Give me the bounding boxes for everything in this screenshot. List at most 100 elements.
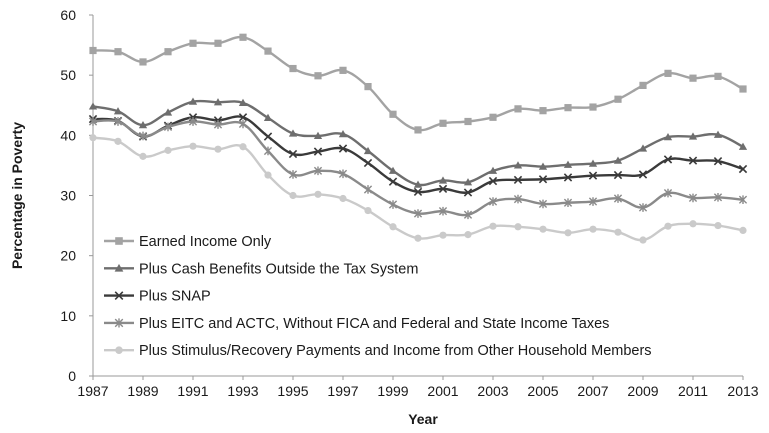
data-point (639, 236, 647, 244)
series-1 (89, 33, 747, 134)
series-2 (88, 97, 748, 188)
data-point (114, 291, 124, 300)
y-tick-labels: 0 10 20 30 40 50 60 (60, 7, 93, 384)
y-tick-label: 0 (68, 368, 76, 384)
data-point (663, 155, 673, 164)
data-point (89, 134, 97, 142)
x-tick-label: 1997 (327, 383, 358, 399)
data-point (438, 184, 448, 194)
data-point (488, 197, 498, 206)
legend-label: Plus EITC and ACTC, Without FICA and Fed… (139, 316, 609, 332)
data-point (664, 222, 672, 230)
x-tick-label: 2003 (477, 383, 508, 399)
data-point (114, 263, 124, 272)
data-point (314, 72, 322, 80)
data-point (364, 82, 372, 91)
legend-label: Plus Stimulus/Recovery Payments and Inco… (139, 343, 652, 359)
data-point (339, 66, 347, 74)
data-point (564, 104, 572, 112)
data-point (115, 346, 123, 355)
data-point (188, 117, 198, 126)
data-point (688, 156, 698, 165)
data-point (138, 131, 148, 141)
y-tick-label: 30 (60, 188, 76, 204)
data-point (439, 119, 447, 127)
data-point (164, 48, 172, 56)
data-point (588, 171, 598, 180)
data-point (714, 72, 722, 80)
data-point (414, 126, 422, 134)
data-point (163, 122, 173, 132)
data-point (189, 39, 197, 47)
data-point (564, 229, 572, 237)
data-point (588, 197, 598, 206)
data-point (513, 175, 523, 185)
data-point (139, 58, 147, 66)
data-point (513, 194, 523, 204)
data-point (438, 206, 448, 216)
data-point (639, 81, 647, 89)
legend-label: Plus SNAP (139, 289, 211, 305)
data-point (638, 170, 648, 179)
x-tick-label: 2009 (627, 383, 658, 399)
legend-item: Earned Income Only (104, 234, 272, 250)
data-point (513, 161, 523, 169)
data-point (613, 170, 623, 180)
data-point (638, 144, 648, 152)
x-tick-label: 2001 (427, 383, 458, 399)
data-point (338, 169, 348, 179)
data-point (439, 231, 447, 239)
data-point (638, 203, 648, 212)
data-point (563, 160, 573, 168)
data-point (139, 152, 147, 160)
data-point (138, 120, 148, 129)
y-tick-label: 20 (60, 248, 76, 264)
data-point (664, 69, 672, 77)
data-point (538, 199, 548, 209)
series-3 (88, 113, 748, 197)
data-point (714, 221, 722, 230)
data-point (563, 173, 573, 182)
data-point (614, 95, 622, 103)
data-point (563, 198, 573, 208)
legend-label: Plus Cash Benefits Outside the Tax Syste… (139, 261, 418, 277)
data-point (289, 191, 297, 200)
x-tick-label: 1995 (277, 383, 308, 399)
data-point (464, 231, 472, 239)
data-point (738, 164, 748, 174)
data-point (289, 64, 297, 73)
data-point (489, 113, 497, 121)
data-point (539, 107, 547, 115)
data-point (538, 162, 548, 170)
data-point (214, 145, 222, 153)
data-point (214, 39, 222, 47)
data-point (613, 156, 623, 164)
data-point (388, 200, 398, 209)
x-tick-labels: 1987 1989 1991 1993 1995 1997 1999 2001 2003 2005… (77, 376, 759, 399)
data-point (363, 158, 373, 168)
legend-label: Earned Income Only (139, 234, 272, 250)
data-point (739, 85, 747, 93)
data-point (713, 130, 723, 138)
data-point (89, 46, 97, 55)
data-point (613, 194, 623, 203)
data-point (739, 226, 747, 234)
data-point (288, 170, 298, 179)
x-tick-label: 2005 (527, 383, 558, 399)
x-tick-label: 2013 (727, 383, 758, 399)
data-point (313, 131, 323, 140)
data-point (313, 147, 323, 156)
data-point (238, 113, 248, 122)
data-point (663, 132, 673, 141)
data-point (238, 98, 248, 106)
data-point (363, 146, 373, 155)
data-point (413, 180, 423, 188)
data-point (663, 188, 673, 198)
data-point (263, 113, 273, 121)
legend-item: Plus EITC and ACTC, Without FICA and Fed… (104, 316, 609, 332)
data-point (514, 223, 522, 231)
data-point (388, 177, 398, 186)
data-point (438, 176, 448, 184)
x-tick-label: 1989 (127, 383, 158, 399)
data-point (189, 142, 197, 150)
